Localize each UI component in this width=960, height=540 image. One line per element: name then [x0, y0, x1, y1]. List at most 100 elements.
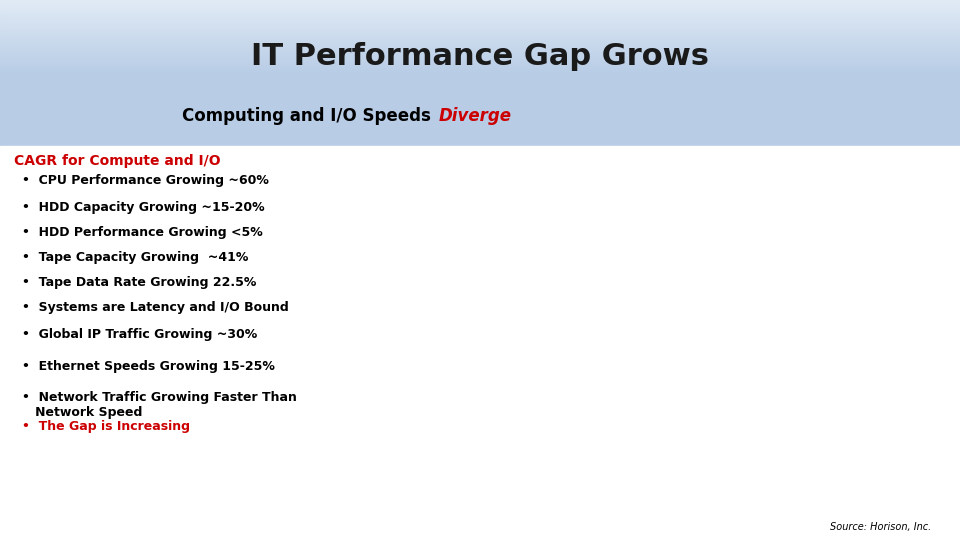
Bar [0, 17, 960, 18]
Text: •  Global IP Traffic Growing ~30%: • Global IP Traffic Growing ~30% [22, 328, 257, 341]
Bar [0, 95, 960, 96]
Bar [0, 90, 960, 91]
Bar [0, 99, 960, 101]
Bar [0, 39, 960, 40]
Bar [0, 56, 960, 57]
Bar [0, 67, 960, 68]
Bar [0, 14, 960, 15]
Bar [0, 21, 960, 22]
Text: •  Tape Capacity Growing  ~41%: • Tape Capacity Growing ~41% [22, 251, 249, 264]
Bar [0, 106, 960, 107]
Bar [0, 74, 960, 75]
Bar [0, 114, 960, 116]
Bar [0, 124, 960, 125]
Text: •  CPU Performance Growing ~60%: • CPU Performance Growing ~60% [22, 174, 269, 187]
Bar [0, 77, 960, 78]
Bar [0, 6, 960, 8]
Bar [0, 87, 960, 89]
Bar [0, 105, 960, 106]
Bar [0, 145, 960, 146]
Bar [0, 129, 960, 130]
Text: I/O: I/O [754, 434, 786, 463]
Bar [0, 96, 960, 97]
Bar [0, 65, 960, 67]
Bar [0, 46, 960, 48]
Text: Compute: Compute [619, 276, 679, 357]
Text: Diverge: Diverge [439, 107, 512, 125]
Bar [0, 131, 960, 132]
Bar [0, 80, 960, 82]
Bar [0, 11, 960, 12]
Bar [0, 59, 960, 60]
Bar [0, 69, 960, 71]
Bar [0, 18, 960, 19]
Bar [0, 31, 960, 33]
Bar [0, 50, 960, 51]
Bar [0, 86, 960, 87]
Bar [0, 33, 960, 34]
Bar [0, 42, 960, 43]
Bar [0, 136, 960, 137]
Bar [0, 101, 960, 102]
Bar [0, 48, 960, 49]
Bar [0, 109, 960, 111]
Bar [0, 98, 960, 99]
Bar [0, 112, 960, 113]
Bar [0, 82, 960, 83]
Bar [0, 8, 960, 9]
Bar [0, 83, 960, 84]
Bar [0, 62, 960, 63]
Bar [0, 52, 960, 53]
Bar [0, 29, 960, 30]
Bar [0, 68, 960, 69]
Bar [0, 130, 960, 131]
Bar [0, 44, 960, 45]
Bar [0, 117, 960, 118]
Bar [0, 78, 960, 79]
Bar [0, 126, 960, 127]
Bar [0, 113, 960, 114]
Bar [0, 107, 960, 108]
Bar [0, 135, 960, 136]
Bar [0, 119, 960, 120]
Bar [0, 89, 960, 90]
Text: •  Network Traffic Growing Faster Than
   Network Speed: • Network Traffic Growing Faster Than Ne… [22, 391, 297, 419]
Text: Computing and I/O Speeds: Computing and I/O Speeds [182, 107, 437, 125]
Bar [0, 72, 960, 73]
Bar [0, 40, 960, 42]
Bar [0, 108, 960, 109]
Bar [0, 122, 960, 123]
Bar [0, 22, 960, 23]
Bar [772, 134, 802, 503]
Bar [0, 55, 960, 56]
Bar [0, 23, 960, 24]
Bar [0, 12, 960, 14]
Bar [0, 57, 960, 58]
Text: •  HDD Performance Growing <5%: • HDD Performance Growing <5% [22, 226, 263, 239]
Text: Source: Horison, Inc.: Source: Horison, Inc. [830, 522, 931, 532]
Bar [0, 25, 960, 26]
Bar [0, 10, 960, 11]
Bar [0, 123, 960, 124]
Bar [0, 1, 960, 2]
Text: •  HDD Capacity Growing ~15-20%: • HDD Capacity Growing ~15-20% [22, 201, 265, 214]
Bar [0, 19, 960, 21]
Bar [0, 137, 960, 139]
Bar [0, 146, 960, 540]
Bar [0, 93, 960, 95]
Bar [0, 120, 960, 122]
Bar [0, 118, 960, 119]
Bar [0, 43, 960, 44]
Bar [0, 9, 960, 10]
Bar [0, 58, 960, 59]
Text: IT Performance Gap Grows: IT Performance Gap Grows [251, 42, 709, 71]
Bar [0, 34, 960, 35]
Bar [0, 79, 960, 80]
Bar [0, 111, 960, 112]
Bar [0, 5, 960, 6]
Bar [0, 26, 960, 28]
Bar [0, 61, 960, 62]
Bar [0, 85, 960, 86]
Text: •  The Gap is Increasing: • The Gap is Increasing [22, 420, 190, 433]
Bar [0, 45, 960, 46]
